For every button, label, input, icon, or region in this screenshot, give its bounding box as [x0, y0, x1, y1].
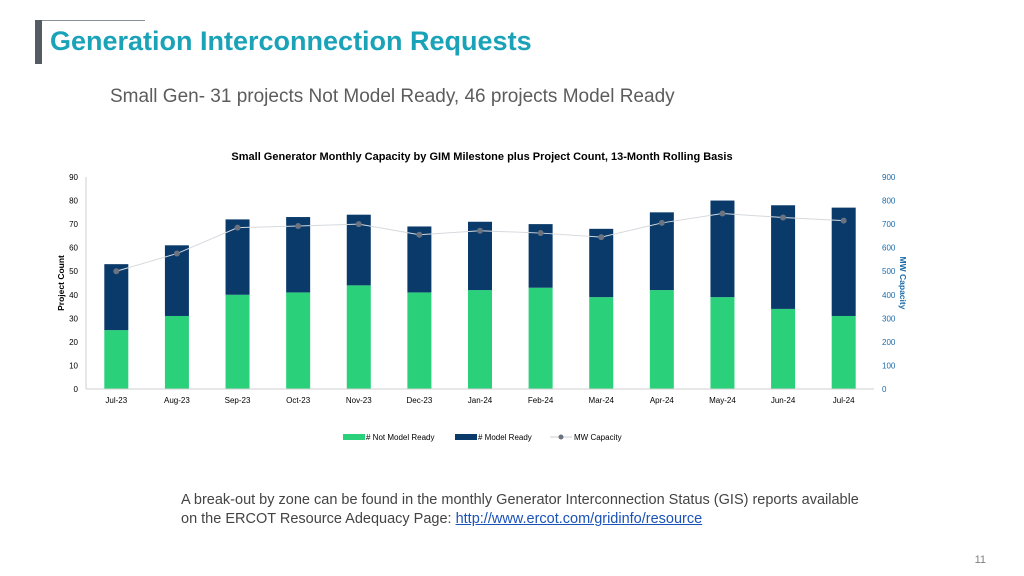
y-tick-label: 50 — [69, 267, 78, 276]
page-title: Generation Interconnection Requests — [50, 26, 532, 56]
capacity-chart: Small Generator Monthly Capacity by GIM … — [56, 151, 908, 442]
bar-model-ready — [831, 207, 856, 316]
y2-tick-label: 900 — [882, 173, 896, 182]
title-accent-line — [42, 20, 145, 21]
x-tick-label: Jan-24 — [468, 396, 493, 405]
resource-link[interactable]: http://www.ercot.com/gridinfo/resource — [455, 511, 703, 527]
mw-capacity-point — [113, 268, 120, 275]
x-tick-label: Jun-24 — [771, 396, 796, 405]
y-tick-label: 70 — [69, 220, 78, 229]
mw-capacity-point — [719, 210, 726, 217]
bar-model-ready — [286, 217, 311, 293]
y2-axis-label: MW Capacity — [898, 257, 908, 310]
mw-capacity-point — [780, 214, 787, 221]
page-subtitle: Small Gen- 31 projects Not Model Ready, … — [110, 86, 675, 107]
mw-capacity-point — [537, 230, 544, 237]
y-tick-label: 10 — [69, 361, 78, 370]
legend-model-ready-label: # Model Ready — [478, 433, 532, 442]
title-accent-bar — [35, 20, 42, 64]
x-tick-label: Sep-23 — [225, 396, 251, 405]
bar-model-ready — [771, 205, 796, 309]
y-tick-label: 40 — [69, 291, 78, 300]
bar-model-ready — [589, 228, 614, 298]
bar-not-model-ready — [771, 308, 796, 389]
x-tick-label: Jul-24 — [833, 396, 855, 405]
note-text: A break-out by zone can be found in the … — [181, 492, 859, 527]
y2-tick-label: 100 — [882, 361, 896, 370]
bar-not-model-ready — [164, 315, 189, 389]
chart-title: Small Generator Monthly Capacity by GIM … — [231, 151, 732, 163]
bar-not-model-ready — [346, 285, 371, 389]
bar-not-model-ready — [286, 292, 311, 389]
mw-capacity-point — [355, 221, 362, 228]
x-tick-label: Mar-24 — [589, 396, 615, 405]
x-tick-label: Oct-23 — [286, 396, 311, 405]
x-tick-label: May-24 — [709, 396, 736, 405]
y-tick-label: 80 — [69, 197, 78, 206]
mw-capacity-point — [234, 224, 241, 231]
mw-capacity-point — [658, 219, 665, 226]
bar-model-ready — [225, 219, 250, 295]
y-tick-label: 60 — [69, 244, 78, 253]
x-tick-label: Apr-24 — [650, 396, 675, 405]
resource-note: A break-out by zone can be found in the … — [181, 491, 861, 529]
bar-not-model-ready — [104, 330, 129, 389]
legend-mw-capacity-marker — [558, 434, 564, 440]
y-axis-label: Project Count — [56, 255, 66, 311]
mw-capacity-point — [598, 234, 605, 241]
mw-capacity-point — [477, 227, 483, 234]
bar-not-model-ready — [528, 287, 553, 389]
bar-model-ready — [710, 200, 735, 298]
mw-capacity-point — [295, 222, 302, 229]
x-tick-label: Dec-23 — [406, 396, 432, 405]
bar-model-ready — [104, 264, 129, 331]
bar-not-model-ready — [831, 315, 856, 389]
x-tick-label: Aug-23 — [164, 396, 190, 405]
legend-model-ready-swatch — [455, 434, 477, 440]
y2-tick-label: 500 — [882, 267, 896, 276]
bar-not-model-ready — [649, 290, 674, 389]
bar-not-model-ready — [407, 292, 432, 389]
bar-model-ready — [164, 245, 189, 316]
x-tick-label: Nov-23 — [346, 396, 372, 405]
bar-not-model-ready — [468, 290, 492, 389]
legend-not-model-ready-label: # Not Model Ready — [366, 433, 434, 442]
y-tick-label: 30 — [69, 314, 78, 323]
mw-capacity-point — [416, 231, 423, 238]
y2-tick-label: 0 — [882, 385, 887, 394]
y-tick-label: 20 — [69, 338, 78, 347]
legend-mw-capacity-label: MW Capacity — [574, 433, 622, 442]
x-tick-label: Feb-24 — [528, 396, 554, 405]
mw-capacity-point — [840, 217, 847, 224]
x-tick-label: Jul-23 — [105, 396, 127, 405]
bar-not-model-ready — [710, 297, 735, 389]
y2-tick-label: 600 — [882, 244, 896, 253]
y-tick-label: 90 — [69, 173, 78, 182]
y2-tick-label: 200 — [882, 338, 896, 347]
legend-not-model-ready-swatch — [343, 434, 365, 440]
bar-not-model-ready — [589, 297, 614, 389]
mw-capacity-point — [173, 250, 180, 257]
y-tick-label: 0 — [74, 385, 79, 394]
y2-tick-label: 800 — [882, 197, 896, 206]
y2-tick-label: 300 — [882, 314, 896, 323]
y2-tick-label: 700 — [882, 220, 896, 229]
bar-not-model-ready — [225, 294, 250, 389]
page-number: 11 — [974, 554, 986, 566]
y2-tick-label: 400 — [882, 291, 896, 300]
